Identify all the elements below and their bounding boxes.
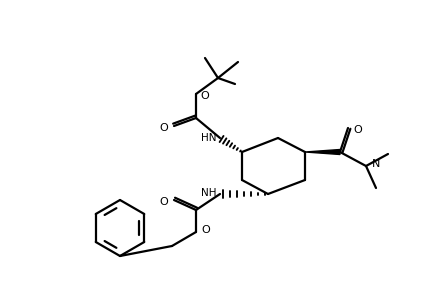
Text: O: O [353,125,362,135]
Text: O: O [201,225,210,235]
Text: HN: HN [201,133,216,143]
Polygon shape [305,149,340,154]
Text: N: N [372,159,380,169]
Text: O: O [159,197,168,207]
Text: O: O [159,123,168,133]
Text: NH: NH [201,188,216,198]
Text: O: O [200,91,209,101]
